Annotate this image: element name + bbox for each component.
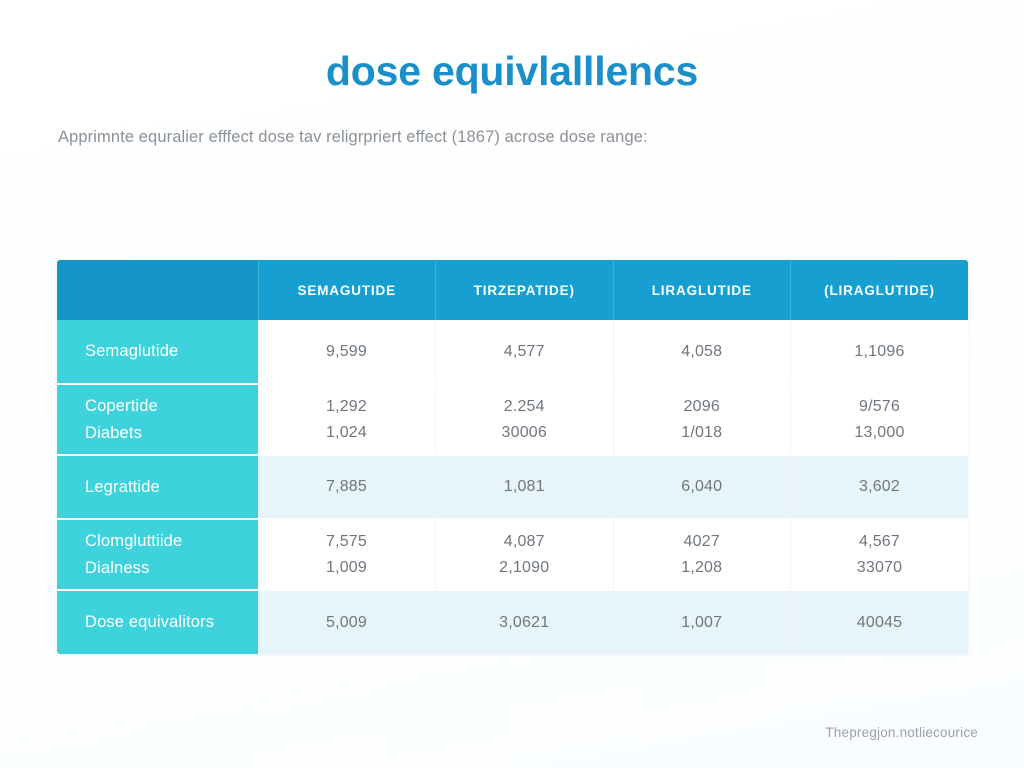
table-body: Semaglutide 9,599 4,577 4,058 1,1096 Copertid… xyxy=(57,320,968,654)
row-label-line: Dialness xyxy=(85,558,150,577)
table-cell: 4,058 xyxy=(613,320,791,385)
cell-value: 1/018 xyxy=(681,423,723,441)
cell-value: 4027 xyxy=(683,532,720,550)
table-row[interactable]: Dose equivalitors 5,009 3,0621 1,007 40045 xyxy=(57,590,968,654)
table-cell: 1,292 1,024 xyxy=(258,384,436,456)
cell-value: 9/576 xyxy=(858,397,901,415)
table-cell: 9/576 13,000 xyxy=(790,384,968,456)
table-row[interactable]: Semaglutide 9,599 4,577 4,058 1,1096 xyxy=(57,320,968,385)
cell-value: 4,087 xyxy=(503,532,545,550)
row-label-cell: Legrattide xyxy=(57,455,258,520)
cell-value: 1,024 xyxy=(325,423,368,441)
table-cell: 3,602 xyxy=(790,455,968,520)
table-cell: 4,087 2,1090 xyxy=(435,519,614,591)
table-cell: 5,009 xyxy=(258,590,436,654)
table-row[interactable]: Copertide Diabets 1,292 1,024 2.254 30006 2096… xyxy=(57,384,968,456)
table-header: SEMAGUTIDE TIRZEPATIDE) LIRAGLUTIDE (LIR… xyxy=(57,260,968,320)
cell-value: 5,009 xyxy=(325,613,368,631)
cell-value: 1,007 xyxy=(681,613,723,631)
cell-value: 1,1096 xyxy=(854,342,905,360)
cell-value: 3,0621 xyxy=(499,613,550,631)
table-cell: 4,577 xyxy=(435,320,614,385)
cell-value: 2,1090 xyxy=(499,558,550,576)
table-cell: 3,0621 xyxy=(435,590,614,654)
cell-value: 13,000 xyxy=(854,423,905,441)
cell-value: 2.254 xyxy=(503,397,545,415)
table-cell: 4,567 33070 xyxy=(790,519,968,591)
cell-value: 3,602 xyxy=(858,478,901,496)
cell-value: 1,292 xyxy=(325,397,368,415)
row-label-line: Legrattide xyxy=(85,477,160,496)
cell-value: 1,081 xyxy=(503,478,545,496)
row-label-line: Copertide xyxy=(85,396,158,415)
dose-equivalence-table: SEMAGUTIDE TIRZEPATIDE) LIRAGLUTIDE (LIR… xyxy=(57,260,968,654)
cell-value: 2096 xyxy=(683,397,720,415)
page-subtitle: Apprimnte equralier efffect dose tav rel… xyxy=(58,128,648,146)
column-header-label[interactable] xyxy=(57,260,259,320)
row-label-cell: Dose equivalitors xyxy=(57,590,258,654)
table-cell: 4027 1,208 xyxy=(613,519,791,591)
table-cell: 1,1096 xyxy=(790,320,968,385)
cell-value: 4,058 xyxy=(681,342,723,360)
cell-value: 7,885 xyxy=(325,478,368,496)
cell-value: 1,208 xyxy=(681,558,723,576)
table-cell: 6,040 xyxy=(613,455,791,520)
table-cell: 9,599 xyxy=(258,320,436,385)
column-header-liraglutide-paren[interactable]: (LIRAGLUTIDE) xyxy=(790,260,968,320)
page-title: dose equivlalllencs xyxy=(325,48,699,94)
column-header-liraglutide[interactable]: LIRAGLUTIDE xyxy=(613,260,791,320)
footer-attribution: Thepregjon.notliecourice xyxy=(825,725,978,740)
cell-value: 9,599 xyxy=(325,342,368,360)
row-label-cell: Copertide Diabets xyxy=(57,384,258,456)
row-label-line: Clomgluttiide xyxy=(85,531,183,550)
cell-value: 30006 xyxy=(501,423,547,441)
row-label-line: Dose equivalitors xyxy=(85,613,215,632)
table-cell: 2096 1/018 xyxy=(613,384,791,456)
dose-equivalence-table-card: SEMAGUTIDE TIRZEPATIDE) LIRAGLUTIDE (LIR… xyxy=(57,260,968,654)
table-cell: 2.254 30006 xyxy=(435,384,614,456)
cell-value: 4,577 xyxy=(503,342,545,360)
row-label-line: Diabets xyxy=(85,423,142,442)
table-row[interactable]: Legrattide 7,885 1,081 6,040 3,602 xyxy=(57,455,968,520)
column-header-semagutide[interactable]: SEMAGUTIDE xyxy=(258,260,436,320)
row-label-cell: Clomgluttiide Dialness xyxy=(57,519,258,591)
row-label-cell: Semaglutide xyxy=(57,320,258,385)
cell-value: 7,575 xyxy=(325,532,368,550)
cell-value: 33070 xyxy=(856,558,903,576)
cell-value: 6,040 xyxy=(681,478,723,496)
row-label-line: Semaglutide xyxy=(85,342,179,361)
cell-value: 40045 xyxy=(856,613,903,631)
table-cell: 40045 xyxy=(790,590,968,654)
table-row[interactable]: Clomgluttiide Dialness 7,575 1,009 4,087 2,10… xyxy=(57,519,968,591)
table-header-row: SEMAGUTIDE TIRZEPATIDE) LIRAGLUTIDE (LIR… xyxy=(57,260,968,320)
table-cell: 1,007 xyxy=(613,590,791,654)
table-cell: 7,885 xyxy=(258,455,436,520)
table-cell: 7,575 1,009 xyxy=(258,519,436,591)
cell-value: 4,567 xyxy=(858,532,901,550)
column-header-tirzepatide[interactable]: TIRZEPATIDE) xyxy=(435,260,614,320)
table-cell: 1,081 xyxy=(435,455,614,520)
cell-value: 1,009 xyxy=(325,558,368,576)
